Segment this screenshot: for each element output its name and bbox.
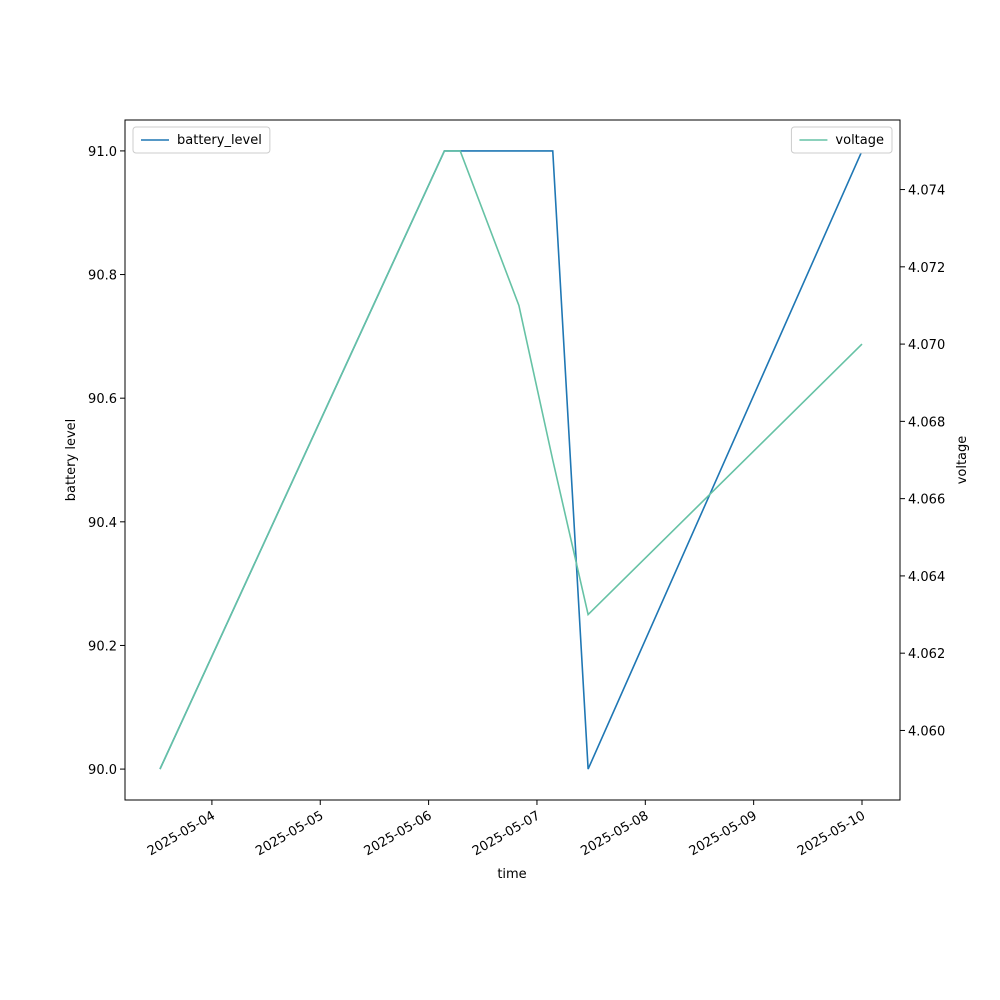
y-tick-label: 90.0	[88, 763, 117, 778]
y-axis-label: battery level	[64, 419, 79, 502]
y-tick-label: 90.2	[88, 639, 117, 654]
legend-label: voltage	[835, 133, 884, 148]
y2-tick-label: 4.066	[908, 493, 945, 508]
y-tick-label: 90.4	[88, 516, 117, 531]
plot-frame	[124, 119, 901, 801]
y-tick-label: 90.8	[88, 269, 117, 284]
y2-tick-label: 4.070	[908, 338, 945, 353]
y2-axis-label: voltage	[955, 436, 970, 485]
y-tick-label: 90.6	[88, 392, 117, 407]
legend-box	[790, 126, 893, 154]
y-tick-label: 91.0	[88, 145, 117, 160]
x-axis-label: time	[497, 867, 526, 882]
y2-tick-label: 4.072	[908, 261, 945, 276]
y2-tick-label: 4.062	[908, 647, 945, 662]
legend-label: battery_level	[177, 133, 262, 148]
y2-tick-label: 4.064	[908, 570, 945, 585]
legend: voltage	[790, 126, 893, 154]
legend-box	[132, 126, 271, 154]
y2-tick-label: 4.074	[908, 184, 945, 199]
y2-tick-label: 4.068	[908, 415, 945, 430]
legend: battery_level	[132, 126, 271, 154]
y2-tick-label: 4.060	[908, 724, 945, 739]
data-line	[159, 150, 863, 770]
